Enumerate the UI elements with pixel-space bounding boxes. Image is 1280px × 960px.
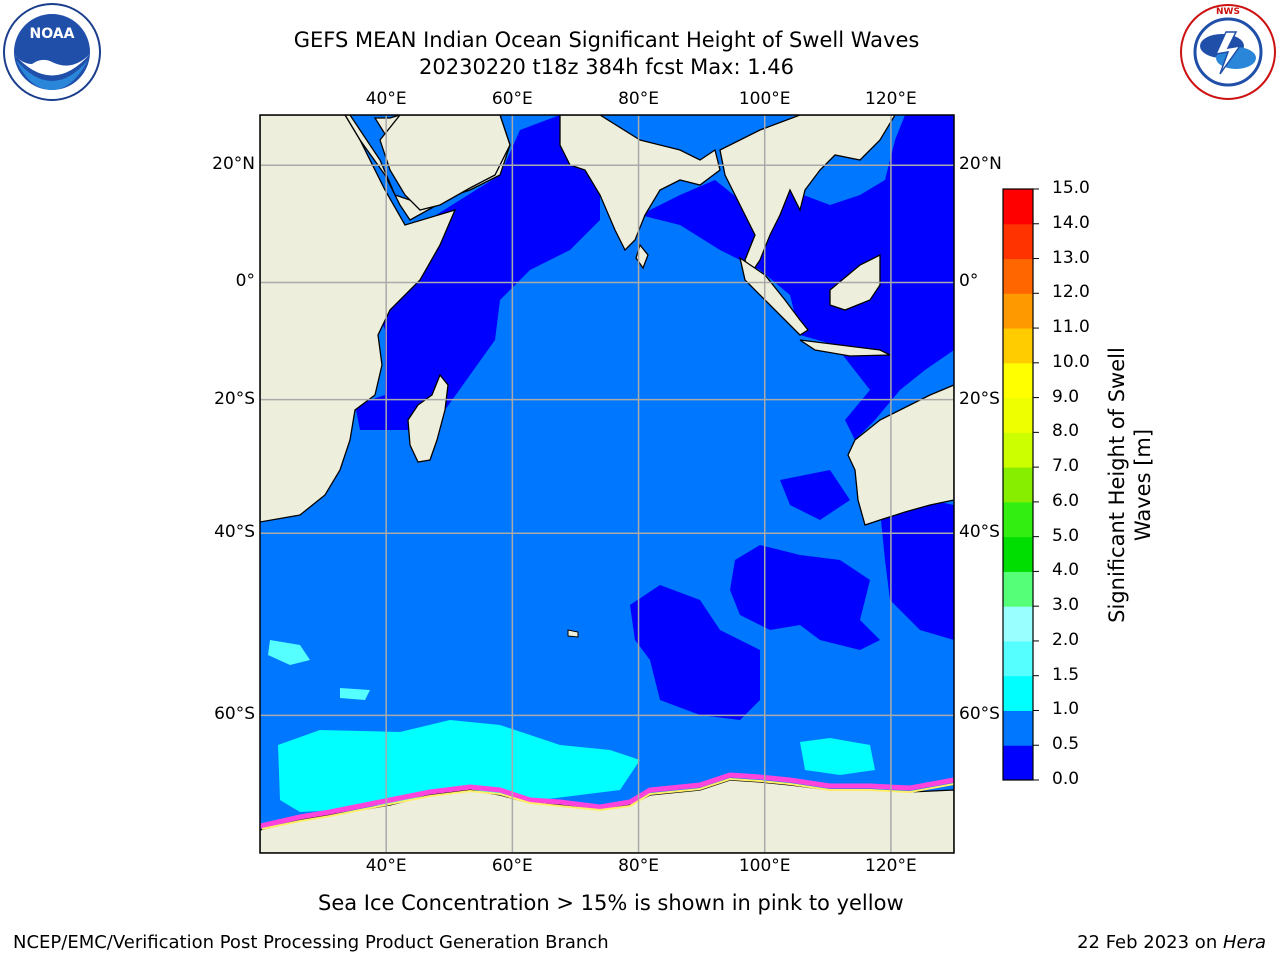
colorbar-level-7: 5.0 <box>1052 525 1080 546</box>
map-frame <box>259 114 955 854</box>
land-india <box>559 115 721 252</box>
colorbar-segment-1 <box>1003 710 1033 746</box>
colorbar-segment-3 <box>1003 640 1033 677</box>
colorbar-segment-8 <box>1003 467 1033 503</box>
colorbar-level-15: 13.0 <box>1052 247 1090 268</box>
lat-tick-right-3: 40°S <box>959 522 1000 543</box>
colorbar-level-14: 12.0 <box>1052 282 1090 303</box>
map-gridlines <box>260 115 954 853</box>
colorbar-level-0: 0.0 <box>1052 769 1080 789</box>
colorbar-segment-14 <box>1003 258 1033 294</box>
colorbar-level-11: 9.0 <box>1052 386 1080 407</box>
colorbar-frame <box>1002 188 1034 781</box>
sea-ice-caption: Sea Ice Concentration > 15% is shown in … <box>318 891 904 915</box>
colorbar-segment-5 <box>1003 571 1033 607</box>
colorbar-level-17: 15.0 <box>1052 178 1090 198</box>
colorbar-level-6: 4.0 <box>1052 560 1080 581</box>
land-southeast-asia <box>719 115 896 277</box>
colorbar-level-10: 8.0 <box>1052 421 1080 442</box>
noaa-logo: NOAA <box>3 3 101 101</box>
lon-tick-top-1: 60°E <box>491 89 533 109</box>
sea-ice-edge <box>260 772 954 829</box>
colorbar-segment-6 <box>1003 536 1033 572</box>
land-java <box>799 339 891 357</box>
land-horn-africa <box>260 115 457 523</box>
chart-title: GEFS MEAN Indian Ocean Significant Heigh… <box>293 28 920 52</box>
low-swell-southern-1 <box>630 585 760 720</box>
land-australia <box>847 384 954 526</box>
land-masses <box>260 115 954 853</box>
low-swell-southern-3 <box>880 500 954 640</box>
colorbar-label: Significant Height of Swell Waves [m] <box>1105 347 1155 623</box>
lon-tick-top-3: 100°E <box>738 89 791 109</box>
lon-tick-top-0: 40°E <box>365 89 407 109</box>
colorbar-segment-16 <box>1003 189 1033 225</box>
colorbar-segment-10 <box>1003 397 1033 433</box>
colorbar-level-3: 1.5 <box>1052 664 1080 685</box>
colorbar-segment-11 <box>1003 362 1033 399</box>
colorbar <box>1003 188 1039 781</box>
colorbar-segment-13 <box>1003 293 1033 329</box>
low-swell-bay-of-bengal <box>640 115 954 440</box>
lon-tick-bottom-2: 80°E <box>618 856 659 876</box>
colorbar-segment-12 <box>1003 328 1033 364</box>
footer-credit: NCEP/EMC/Verification Post Processing Pr… <box>13 932 609 953</box>
colorbar-segment-9 <box>1003 432 1033 468</box>
land-kerguelen <box>567 629 579 638</box>
footer-machine: Hera <box>1222 932 1266 953</box>
lat-tick-right-2: 20°S <box>959 388 1000 409</box>
chart-subtitle: 20230220 t18z 384h fcst Max: 1.46 <box>419 55 794 79</box>
lat-tick-left-1: 0° <box>235 271 255 292</box>
lon-tick-bottom-1: 60°E <box>491 856 533 876</box>
land-sumatra <box>739 256 809 336</box>
lon-tick-bottom-4: 120°E <box>865 856 917 876</box>
lat-tick-right-1: 0° <box>959 271 979 292</box>
high-swell-regions <box>268 640 875 812</box>
colorbar-segment-2 <box>1003 675 1033 711</box>
colorbar-segment-4 <box>1003 606 1033 642</box>
lon-tick-bottom-3: 100°E <box>738 856 791 876</box>
lat-tick-right-0: 20°N <box>959 154 1002 175</box>
nws-logo-text: NWS <box>1216 7 1240 17</box>
colorbar-segment-15 <box>1003 223 1033 260</box>
swell-band-southeast <box>800 738 875 775</box>
swell-patch-west <box>268 640 310 665</box>
lat-tick-left-3: 40°S <box>214 522 255 543</box>
lon-tick-top-2: 80°E <box>618 89 659 109</box>
colorbar-level-9: 7.0 <box>1052 456 1080 477</box>
low-swell-arabian-sea <box>355 115 600 430</box>
colorbar-segment-0 <box>1003 745 1033 781</box>
colorbar-level-5: 3.0 <box>1052 595 1080 616</box>
colorbar-level-13: 11.0 <box>1052 317 1090 338</box>
lat-tick-right-4: 60°S <box>959 704 1000 725</box>
low-swell-southern-4 <box>780 470 850 520</box>
colorbar-level-8: 6.0 <box>1052 490 1080 511</box>
colorbar-level-12: 10.0 <box>1052 351 1090 372</box>
low-swell-southern-2 <box>730 545 880 650</box>
colorbar-segment-7 <box>1003 501 1033 538</box>
sea-ice-edge-inner <box>261 777 954 830</box>
swell-band-southwest <box>278 720 640 812</box>
low-swell-regions <box>355 115 954 720</box>
map-plot-area <box>260 115 954 853</box>
colorbar-level-4: 2.0 <box>1052 629 1080 650</box>
lat-tick-left-2: 20°S <box>214 388 255 409</box>
colorbar-level-16: 14.0 <box>1052 212 1090 233</box>
footer-date: 22 Feb 2023 on Hera <box>1077 932 1266 953</box>
colorbar-level-1: 0.5 <box>1052 734 1080 755</box>
colorbar-level-2: 1.0 <box>1052 699 1080 720</box>
lat-tick-left-4: 60°S <box>214 704 255 725</box>
lon-tick-top-4: 120°E <box>865 89 917 109</box>
swell-patch-west-2 <box>340 688 370 700</box>
lat-tick-left-0: 20°N <box>212 154 255 175</box>
footer-date-text: 22 Feb 2023 on <box>1077 932 1223 953</box>
lon-tick-bottom-0: 40°E <box>365 856 407 876</box>
nws-logo: NWS <box>1180 4 1276 100</box>
noaa-logo-text: NOAA <box>30 26 75 42</box>
land-madagascar <box>407 373 449 463</box>
